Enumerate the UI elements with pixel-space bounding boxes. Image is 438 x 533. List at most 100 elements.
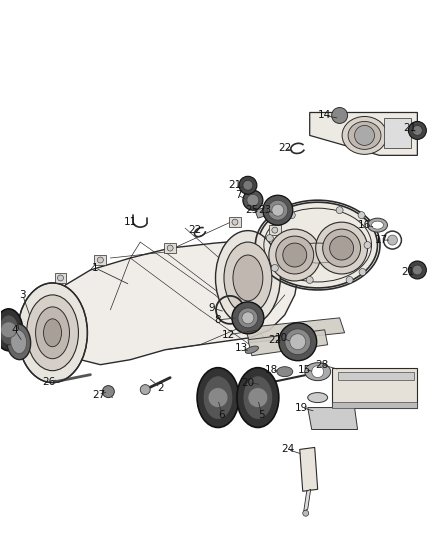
Text: 20: 20	[241, 378, 254, 387]
Ellipse shape	[27, 295, 78, 370]
Polygon shape	[338, 372, 414, 379]
Ellipse shape	[35, 307, 70, 359]
Circle shape	[248, 387, 268, 408]
Polygon shape	[54, 273, 67, 283]
Text: 1: 1	[92, 263, 99, 273]
Text: 21: 21	[403, 124, 416, 133]
Ellipse shape	[243, 376, 273, 419]
Ellipse shape	[233, 255, 263, 301]
Text: 5: 5	[258, 409, 265, 419]
Text: 17: 17	[375, 235, 388, 245]
Polygon shape	[248, 330, 328, 356]
Circle shape	[355, 125, 374, 146]
Polygon shape	[300, 447, 318, 491]
Polygon shape	[31, 240, 300, 365]
Ellipse shape	[0, 309, 23, 351]
Circle shape	[288, 212, 295, 219]
Circle shape	[306, 277, 313, 284]
Text: 12: 12	[221, 330, 235, 340]
Circle shape	[408, 261, 426, 279]
Circle shape	[167, 245, 173, 251]
Ellipse shape	[308, 393, 328, 402]
Ellipse shape	[268, 200, 288, 220]
Text: 3: 3	[19, 290, 26, 300]
Circle shape	[359, 269, 366, 276]
Ellipse shape	[316, 222, 367, 274]
Ellipse shape	[238, 308, 258, 328]
Text: 15: 15	[298, 365, 311, 375]
Text: 21: 21	[401, 267, 414, 277]
Ellipse shape	[224, 242, 272, 314]
Text: 22: 22	[278, 143, 291, 154]
Circle shape	[408, 122, 426, 140]
Ellipse shape	[7, 324, 31, 360]
Polygon shape	[164, 243, 176, 253]
Polygon shape	[332, 368, 417, 408]
Circle shape	[332, 108, 348, 124]
Text: 27: 27	[92, 390, 105, 400]
Polygon shape	[308, 408, 357, 430]
Ellipse shape	[342, 117, 387, 155]
Text: 22: 22	[268, 335, 282, 345]
Circle shape	[346, 277, 353, 284]
Ellipse shape	[247, 194, 259, 206]
Circle shape	[266, 235, 273, 241]
Polygon shape	[385, 118, 411, 148]
Text: 26: 26	[42, 377, 55, 386]
Circle shape	[358, 212, 365, 219]
Text: 8: 8	[215, 315, 221, 325]
Text: 7: 7	[235, 190, 241, 200]
Ellipse shape	[285, 329, 311, 355]
Text: 28: 28	[315, 360, 328, 370]
Polygon shape	[304, 489, 311, 511]
Circle shape	[413, 125, 422, 135]
Text: 25: 25	[245, 205, 258, 215]
Ellipse shape	[239, 176, 257, 194]
Text: 19: 19	[295, 402, 308, 413]
Text: 6: 6	[219, 409, 225, 419]
Ellipse shape	[243, 180, 253, 190]
Ellipse shape	[348, 122, 381, 149]
Text: 11: 11	[124, 217, 137, 227]
Text: 4: 4	[11, 325, 18, 335]
Ellipse shape	[11, 330, 27, 354]
Text: 14: 14	[318, 110, 331, 120]
Circle shape	[271, 264, 278, 271]
Ellipse shape	[367, 218, 388, 232]
Text: 18: 18	[265, 365, 279, 375]
Ellipse shape	[305, 362, 331, 381]
Circle shape	[283, 243, 307, 267]
Circle shape	[232, 219, 238, 225]
Circle shape	[290, 334, 306, 350]
Ellipse shape	[243, 190, 263, 210]
Text: 13: 13	[235, 343, 248, 353]
Circle shape	[388, 235, 397, 245]
Polygon shape	[95, 255, 106, 265]
Polygon shape	[332, 401, 417, 408]
Polygon shape	[310, 112, 417, 155]
Circle shape	[330, 236, 353, 260]
Ellipse shape	[18, 283, 88, 383]
Ellipse shape	[203, 376, 233, 419]
Ellipse shape	[232, 302, 264, 334]
Polygon shape	[269, 225, 281, 235]
Ellipse shape	[371, 221, 384, 229]
Circle shape	[97, 257, 103, 263]
Circle shape	[312, 366, 324, 378]
Text: 2: 2	[157, 383, 163, 393]
Polygon shape	[245, 318, 345, 343]
Circle shape	[303, 510, 309, 516]
Ellipse shape	[43, 319, 61, 347]
Ellipse shape	[279, 323, 317, 361]
Circle shape	[272, 204, 284, 216]
Ellipse shape	[276, 236, 314, 274]
Circle shape	[57, 275, 64, 281]
Ellipse shape	[245, 346, 258, 353]
Circle shape	[242, 312, 254, 324]
Circle shape	[208, 387, 228, 408]
Circle shape	[102, 385, 114, 398]
Ellipse shape	[215, 231, 280, 325]
Circle shape	[413, 265, 422, 275]
Circle shape	[364, 241, 371, 248]
Ellipse shape	[258, 202, 378, 288]
